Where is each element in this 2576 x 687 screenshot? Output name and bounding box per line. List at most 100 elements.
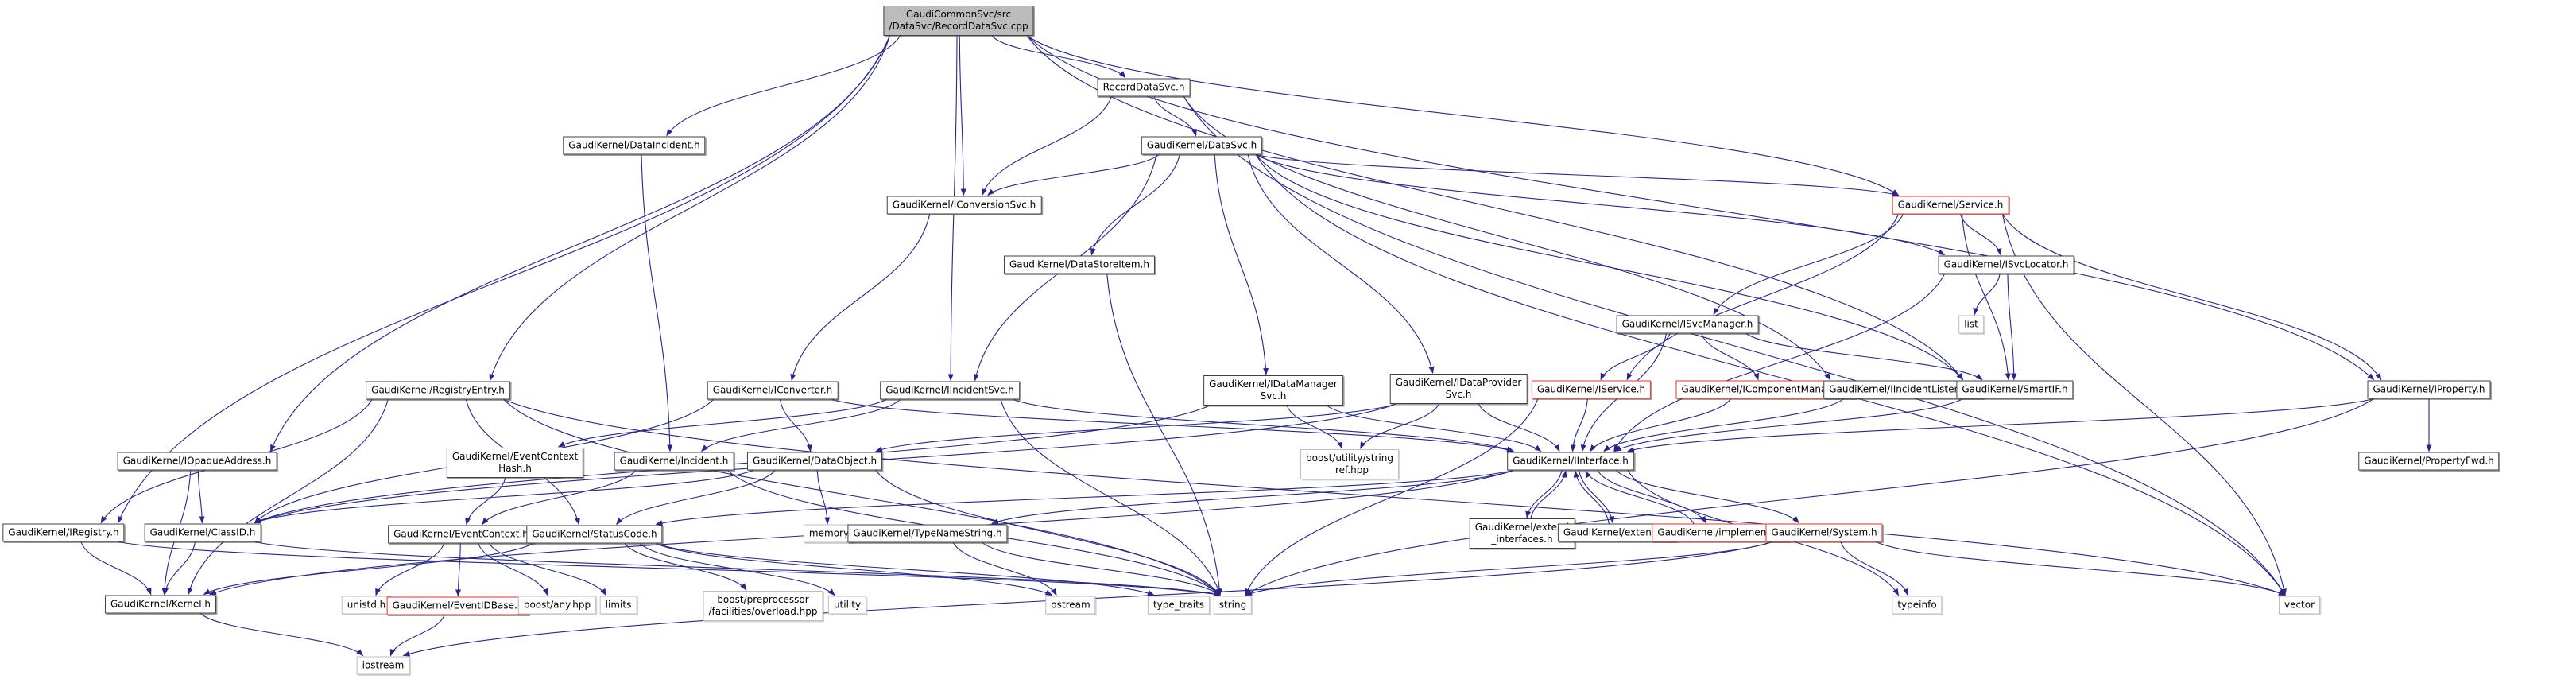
- node-idataprovidersvc[interactable]: GaudiKernel/IDataProvider Svc.h: [1389, 374, 1528, 404]
- edge-iproperty-to-iinterface: [1627, 398, 2374, 452]
- edge-service-to-iproperty: [2002, 214, 2382, 381]
- edge-iinterface-to-extends: [1579, 470, 1615, 524]
- edge-iregistry-to-string: [118, 541, 1221, 597]
- node-smartif[interactable]: GaudiKernel/SmartIF.h: [1956, 380, 2074, 399]
- edge-dataobject-to-memory: [816, 470, 831, 525]
- node-extendinterfaces[interactable]: GaudiKernel/extend _interfaces.h: [1469, 518, 1575, 549]
- node-iincidentlistener[interactable]: GaudiKernel/IIncidentListener.h: [1823, 380, 1984, 399]
- edge-typenamestring-to-string: [982, 542, 1221, 596]
- edge-iconverter-to-dataobject: [779, 399, 812, 452]
- node-datasvc[interactable]: GaudiKernel/DataSvc.h: [1141, 136, 1263, 155]
- edge-isvclocator-to-smartif: [2007, 274, 2017, 381]
- edge-main-to-iopaqueaddress: [269, 35, 891, 452]
- node-main: GaudiCommonSvc/src /DataSvc/RecordDataSv…: [883, 6, 1034, 36]
- edge-eventcontext-to-eventidbase: [455, 543, 461, 597]
- node-unistd: unistd.h: [341, 596, 392, 615]
- edge-main-to-iconversionsvc: [959, 35, 966, 196]
- edge-typenamestring-to-ostream: [952, 542, 1057, 596]
- edge-eventcontext-to-anyhpp: [478, 543, 548, 596]
- node-typenamestring[interactable]: GaudiKernel/TypeNameString.h: [847, 524, 1008, 543]
- edge-system-to-vector: [1876, 541, 2286, 596]
- node-iconverter[interactable]: GaudiKernel/IConverter.h: [707, 381, 839, 400]
- edge-statuscode-to-kernel: [203, 543, 533, 595]
- node-iconversionsvc[interactable]: GaudiKernel/IConversionSvc.h: [886, 196, 1042, 215]
- edge-idataprovidersvc-to-dataobject: [875, 403, 1396, 452]
- edge-idatamanagersvc-to-iinterface: [1326, 405, 1542, 452]
- node-stringref: boost/utility/string _ref.hpp: [1300, 449, 1399, 479]
- edge-datasvc-to-vector: [1255, 154, 2286, 596]
- edge-registryentry-to-kernel: [187, 399, 389, 596]
- node-recorddatasvc_h[interactable]: RecordDataSvc.h: [1097, 78, 1191, 97]
- edge-recorddatasvc_h-to-iincidentlistener: [1183, 96, 1831, 381]
- edge-isvclocator-to-list: [1973, 274, 2001, 316]
- node-anyhpp: boost/any.hpp: [517, 596, 597, 615]
- edge-iincidentsvc-to-eventcontexthash: [557, 399, 887, 448]
- node-eventidbase[interactable]: GaudiKernel/EventIDBase.h: [386, 596, 529, 615]
- node-datastoreitem[interactable]: GaudiKernel/DataStoreItem.h: [1003, 255, 1156, 274]
- edge-classid-to-string: [254, 541, 1221, 597]
- node-typetraits: type_traits: [1147, 596, 1211, 615]
- node-ostream: ostream: [1045, 596, 1096, 615]
- node-propertyfwd[interactable]: GaudiKernel/PropertyFwd.h: [2358, 452, 2500, 471]
- node-classid[interactable]: GaudiKernel/ClassID.h: [144, 523, 261, 542]
- edge-idataprovidersvc-to-iinterface: [1478, 403, 1560, 452]
- edge-service-to-smartif: [1962, 214, 2011, 381]
- node-icomponentmanager[interactable]: GaudiKernel/IComponentManager.h: [1675, 380, 1857, 399]
- node-eventcontext[interactable]: GaudiKernel/EventContext.h: [388, 525, 534, 544]
- edge-service-to-isvcmanager: [1713, 214, 1904, 316]
- node-iincidentsvc[interactable]: GaudiKernel/IIncidentSvc.h: [880, 381, 1020, 400]
- node-iservice[interactable]: GaudiKernel/IService.h: [1531, 380, 1652, 399]
- edge-dataincident-to-incident: [641, 154, 673, 452]
- edge-statuscode-to-utility: [639, 543, 835, 596]
- node-iopaqueaddress[interactable]: GaudiKernel/IOpaqueAddress.h: [117, 452, 277, 471]
- node-isvcmanager[interactable]: GaudiKernel/ISvcManager.h: [1616, 315, 1759, 334]
- node-iostream: iostream: [356, 656, 410, 675]
- edge-iinterface-to-statuscode: [655, 469, 1514, 526]
- edge-main-to-registryentry: [489, 35, 891, 382]
- node-incident[interactable]: GaudiKernel/Incident.h: [614, 452, 734, 471]
- edge-statuscode-to-ostream: [656, 543, 1053, 596]
- edge-idataprovidersvc-to-stringref: [1360, 403, 1439, 449]
- edge-dataobject-to-string: [875, 470, 1221, 596]
- node-eventcontexthash[interactable]: GaudiKernel/EventContext Hash.h: [446, 448, 584, 478]
- edge-isvclocator-to-iinterface: [1613, 274, 1945, 452]
- edge-recorddatasvc_h-to-vector: [1183, 96, 2286, 596]
- edge-isvcmanager-to-smartif: [1745, 333, 1983, 381]
- edge-implements-to-iinterface: [1585, 470, 1695, 524]
- edge-iconversionsvc-to-iconverter: [790, 214, 931, 382]
- node-dataobject[interactable]: GaudiKernel/DataObject.h: [746, 452, 883, 471]
- edge-smartif-to-iinterface: [1614, 398, 1963, 452]
- node-memory: memory: [803, 524, 855, 543]
- edge-iincidentsvc-to-iinterface: [1013, 398, 1514, 452]
- edge-service-to-vector: [2001, 214, 2287, 596]
- node-limits: limits: [599, 596, 637, 615]
- edge-main-to-smartif: [1027, 35, 1964, 381]
- node-system[interactable]: GaudiKernel/System.h: [1765, 523, 1883, 542]
- node-extends[interactable]: GaudiKernel/extends.h: [1557, 523, 1678, 542]
- edge-datasvc-to-service: [1255, 153, 1900, 197]
- node-iinterface[interactable]: GaudiKernel/IInterface.h: [1507, 452, 1634, 471]
- node-typeinfo: typeinfo: [1892, 596, 1943, 615]
- node-statuscode[interactable]: GaudiKernel/StatusCode.h: [526, 525, 663, 544]
- node-boostpp: boost/preprocessor /facilities/overload.…: [703, 591, 823, 621]
- edge-datasvc-to-idataprovidersvc: [1247, 154, 1435, 374]
- node-idatamanagersvc[interactable]: GaudiKernel/IDataManager Svc.h: [1203, 375, 1343, 406]
- node-iregistry[interactable]: GaudiKernel/IRegistry.h: [2, 523, 125, 542]
- edge-iincidentsvc-to-incident: [700, 399, 901, 452]
- node-isvclocator[interactable]: GaudiKernel/ISvcLocator.h: [1938, 255, 2074, 274]
- edge-iinterface-to-system: [1616, 470, 1799, 524]
- edge-datasvc-to-idatamanagersvc: [1214, 154, 1269, 375]
- edge-extendinterfaces-to-iinterface: [1530, 470, 1567, 519]
- node-implements[interactable]: GaudiKernel/implements.h: [1652, 523, 1790, 542]
- edge-service-to-isvclocator: [1960, 214, 2002, 256]
- node-kernel[interactable]: GaudiKernel/Kernel.h: [104, 595, 217, 614]
- edge-statuscode-to-typetraits: [656, 542, 1155, 596]
- node-registryentry[interactable]: GaudiKernel/RegistryEntry.h: [366, 381, 510, 400]
- node-dataincident[interactable]: GaudiKernel/DataIncident.h: [563, 136, 706, 155]
- edge-eventcontext-to-unistd: [375, 543, 445, 596]
- node-iproperty[interactable]: GaudiKernel/IProperty.h: [2367, 380, 2491, 399]
- edge-isvcmanager-to-icomponentmanager: [1701, 333, 1759, 381]
- node-list: list: [1958, 315, 1984, 334]
- node-service[interactable]: GaudiKernel/Service.h: [1892, 196, 2009, 215]
